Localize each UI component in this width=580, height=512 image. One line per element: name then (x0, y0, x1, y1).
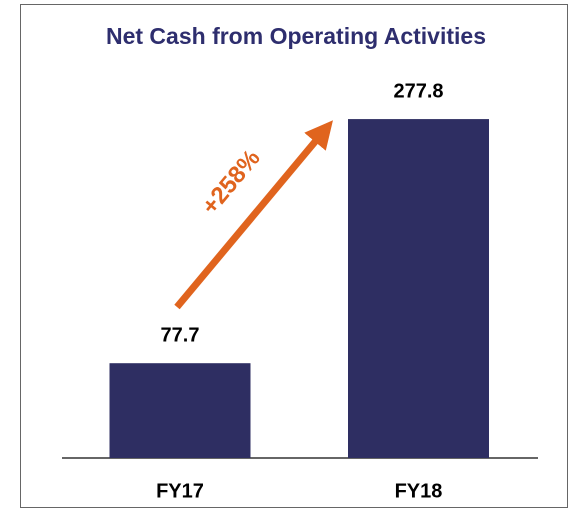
value-label: 277.8 (393, 80, 443, 102)
bar (348, 119, 489, 459)
x-tick-label: FY18 (395, 480, 443, 502)
bar (109, 363, 251, 458)
value-label: 77.7 (161, 324, 200, 346)
growth-arrow (174, 120, 333, 310)
chart-title: Net Cash from Operating Activities (106, 23, 486, 49)
x-tick-label: FY17 (156, 480, 204, 502)
